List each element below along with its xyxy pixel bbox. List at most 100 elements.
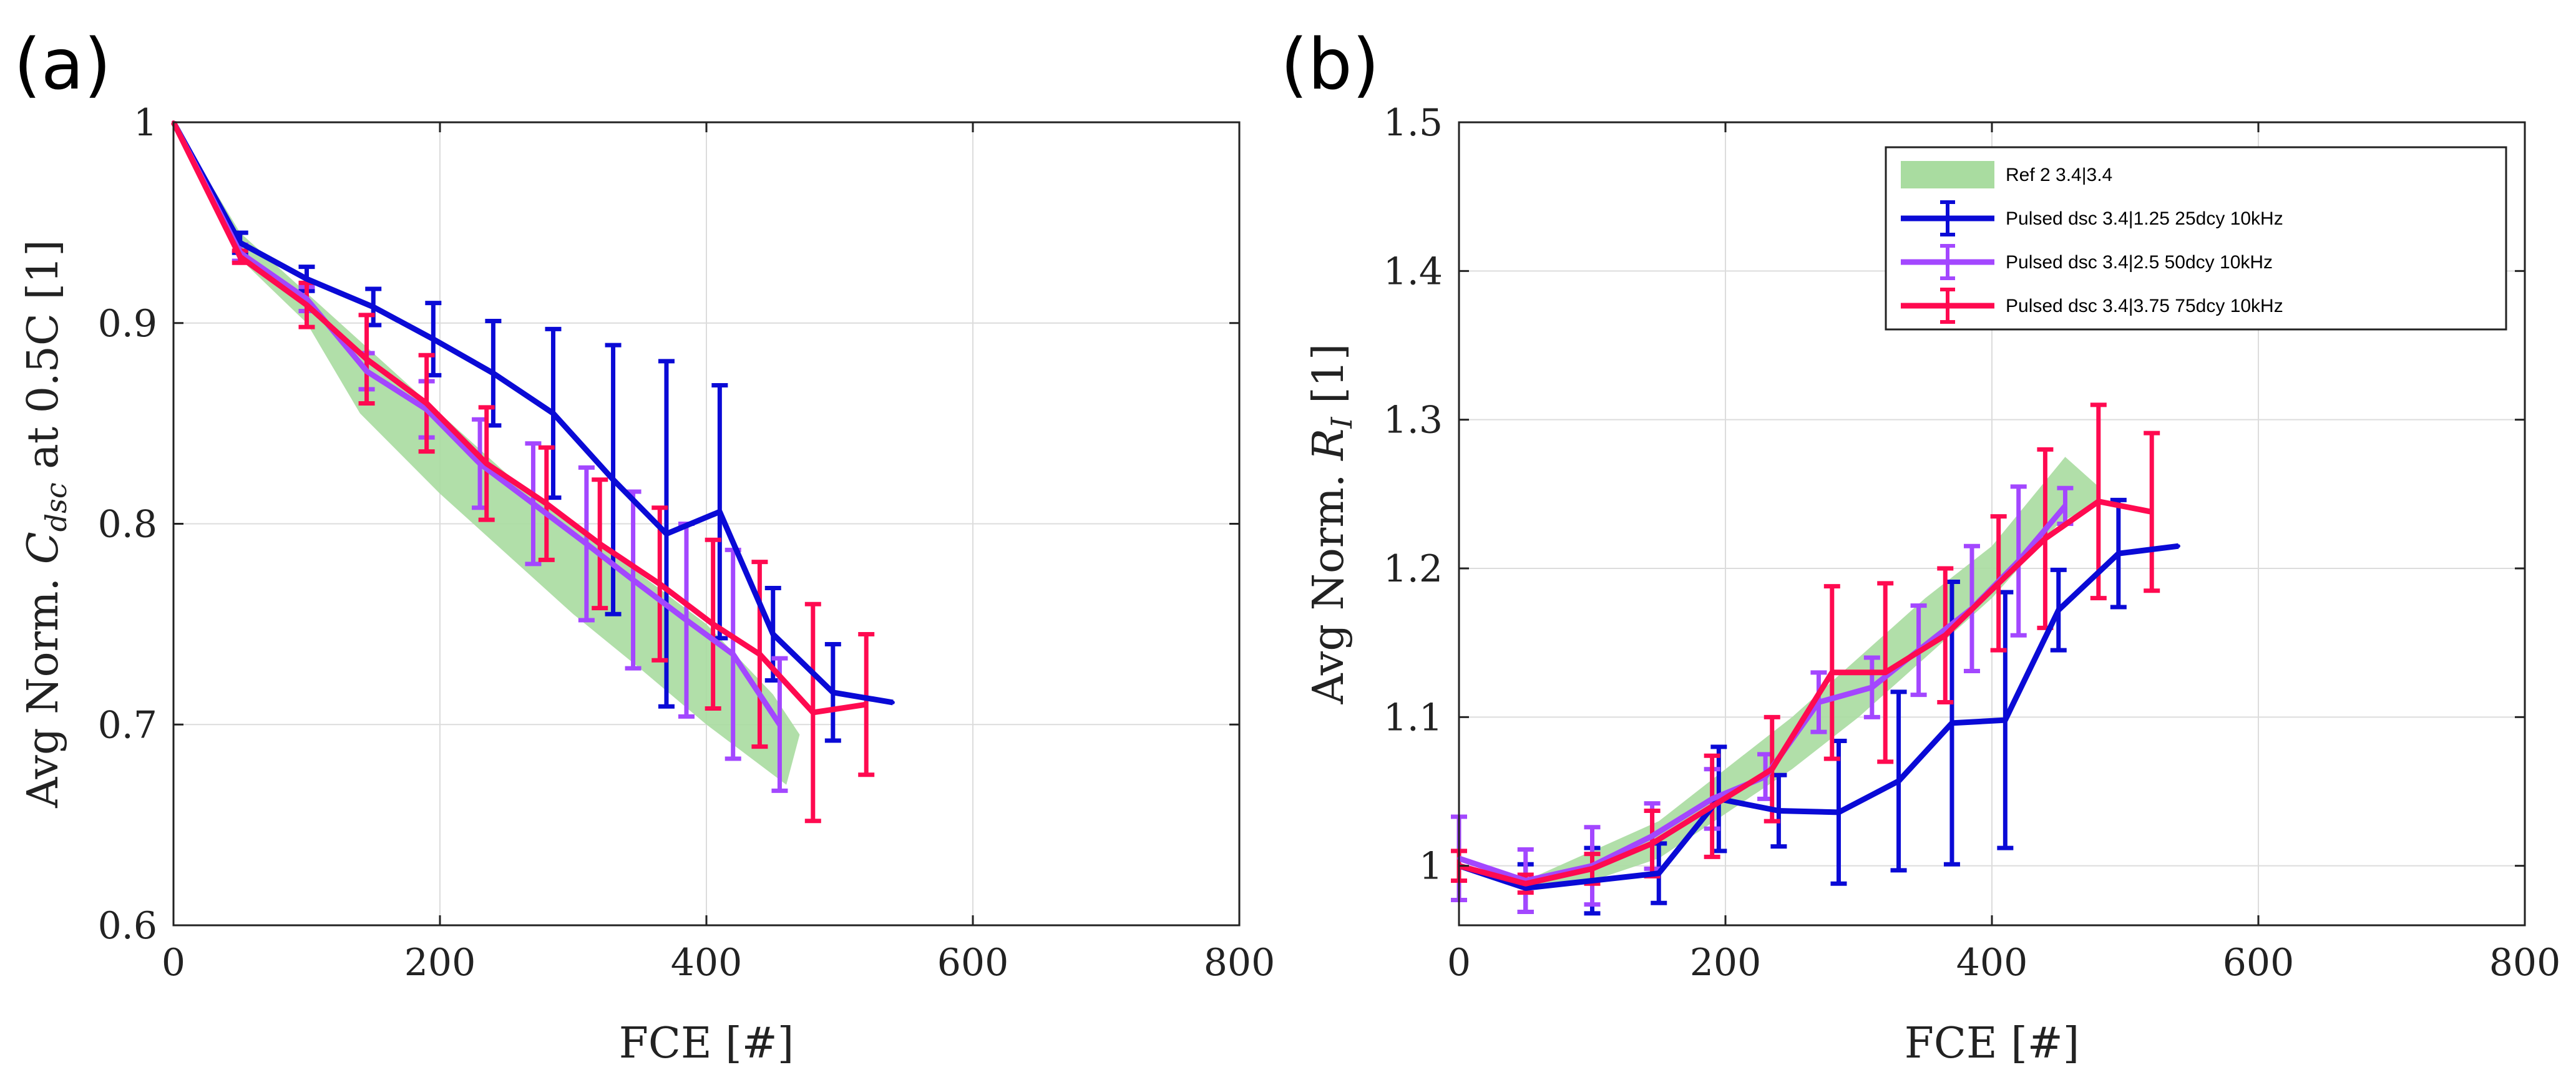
- data-point: [364, 357, 369, 361]
- x-tick-label: 200: [1690, 941, 1762, 985]
- x-tick-label: 0: [1447, 941, 1471, 985]
- data-point: [718, 510, 722, 514]
- x-tick-label: 800: [2489, 941, 2561, 985]
- y-tick-label: 1.3: [1383, 399, 1443, 442]
- data-point: [1650, 841, 1654, 845]
- data-point: [1523, 882, 1528, 886]
- data-point: [2056, 608, 2061, 612]
- x-tick-label: 600: [2223, 941, 2295, 985]
- data-point: [305, 276, 309, 281]
- data-point: [864, 703, 869, 707]
- data-point: [758, 652, 762, 656]
- data-point: [551, 411, 555, 416]
- y-label-subscript: dsc: [39, 482, 73, 532]
- data-point: [684, 618, 688, 622]
- data-point: [1883, 670, 1888, 674]
- data-point: [1710, 804, 1714, 809]
- y-tick-label: 0.8: [98, 503, 157, 547]
- reference-band: [1459, 457, 2099, 888]
- series-line-2: [170, 120, 783, 726]
- data-point: [1830, 670, 1834, 674]
- x-tick-label: 0: [162, 941, 185, 985]
- data-point: [611, 477, 615, 482]
- data-point: [305, 297, 309, 301]
- data-point: [2116, 552, 2120, 556]
- data-point: [890, 700, 895, 704]
- y-label-prefix: Avg Norm.: [1304, 460, 1354, 705]
- x-tick-label: 600: [937, 941, 1009, 985]
- data-point: [811, 710, 815, 714]
- data-point: [305, 303, 309, 307]
- y-tick-label: 1.5: [1383, 101, 1443, 145]
- data-point: [1590, 867, 1594, 871]
- data-point: [778, 723, 782, 727]
- data-point: [1523, 886, 1528, 890]
- legend-label: Pulsed dsc 3.4|3.75 75dcy 10kHz: [2006, 296, 2283, 316]
- y-tick-label: 1.2: [1383, 547, 1443, 591]
- data-point: [424, 407, 429, 412]
- data-point: [631, 578, 635, 582]
- data-point: [371, 305, 376, 309]
- data-point: [2150, 510, 2154, 514]
- panel-b-label: (b): [1281, 24, 1379, 105]
- legend-label: Ref 2 3.4|3.4: [2006, 165, 2112, 185]
- x-axis-label: FCE [#]: [1905, 1019, 2080, 1068]
- y-tick-label: 0.9: [98, 302, 157, 346]
- data-point: [424, 401, 429, 406]
- x-axis-label: FCE [#]: [619, 1019, 794, 1068]
- data-point: [664, 532, 668, 536]
- x-tick-label: 200: [404, 941, 476, 985]
- y-label-subscript: I: [1325, 417, 1359, 429]
- y-tick-label: 0.6: [98, 904, 157, 948]
- data-point: [1837, 810, 1841, 814]
- data-point: [831, 690, 835, 694]
- legend-label: Pulsed dsc 3.4|1.25 25dcy 10kHz: [2006, 208, 2283, 229]
- data-point: [1817, 700, 1821, 704]
- series-line-3: [170, 121, 867, 716]
- data-point: [1650, 834, 1654, 838]
- y-label-symbol: R: [1304, 429, 1354, 462]
- data-point: [584, 542, 588, 546]
- data-point: [1943, 633, 1948, 638]
- data-point: [1590, 878, 1594, 883]
- y-label-suffix: [1]: [1304, 344, 1354, 417]
- data-point: [431, 337, 436, 341]
- data-point: [2043, 537, 2047, 541]
- data-point: [731, 652, 735, 656]
- data-point: [598, 542, 602, 546]
- data-point: [531, 502, 535, 506]
- legend-swatch-band: [1901, 161, 1994, 188]
- x-tick-label: 800: [1204, 941, 1276, 985]
- data-point: [238, 255, 242, 259]
- data-point: [1657, 871, 1661, 875]
- data-point: [1710, 797, 1714, 801]
- data-point: [238, 241, 242, 245]
- data-point: [2096, 499, 2100, 504]
- data-point: [478, 461, 482, 465]
- y-tick-label: 1: [134, 101, 157, 145]
- x-tick-label: 400: [1956, 941, 2028, 985]
- plot-a: 0 200 400 600 800 0.6 0.7 0.8 0.9 1 FCE [#] Avg Nor…: [19, 101, 1275, 1068]
- legend-label: Pulsed dsc 3.4|2.5 50dcy 10kHz: [2006, 252, 2273, 273]
- data-point: [711, 622, 715, 626]
- data-point: [2063, 504, 2067, 508]
- y-axis-label: Avg Norm. RI [1]: [1304, 344, 1359, 705]
- data-point: [658, 582, 662, 586]
- y-tick-label: 1.4: [1383, 250, 1443, 293]
- y-label-symbol: C: [19, 532, 68, 564]
- series-line-3: [1458, 499, 2153, 887]
- y-label-suffix: at 0.5C [1]: [19, 240, 68, 482]
- data-point: [491, 371, 495, 376]
- data-point: [1870, 685, 1874, 689]
- data-point: [484, 461, 489, 465]
- data-point: [1949, 721, 1954, 725]
- series-line-1: [171, 120, 894, 706]
- data-point: [771, 632, 775, 636]
- data-point: [364, 369, 369, 373]
- y-tick-label: 1: [1419, 845, 1443, 888]
- x-tick-label: 400: [671, 941, 743, 985]
- panel-a-label: (a): [14, 24, 111, 105]
- y-label-prefix: Avg Norm.: [19, 564, 68, 809]
- data-point: [1996, 581, 2001, 585]
